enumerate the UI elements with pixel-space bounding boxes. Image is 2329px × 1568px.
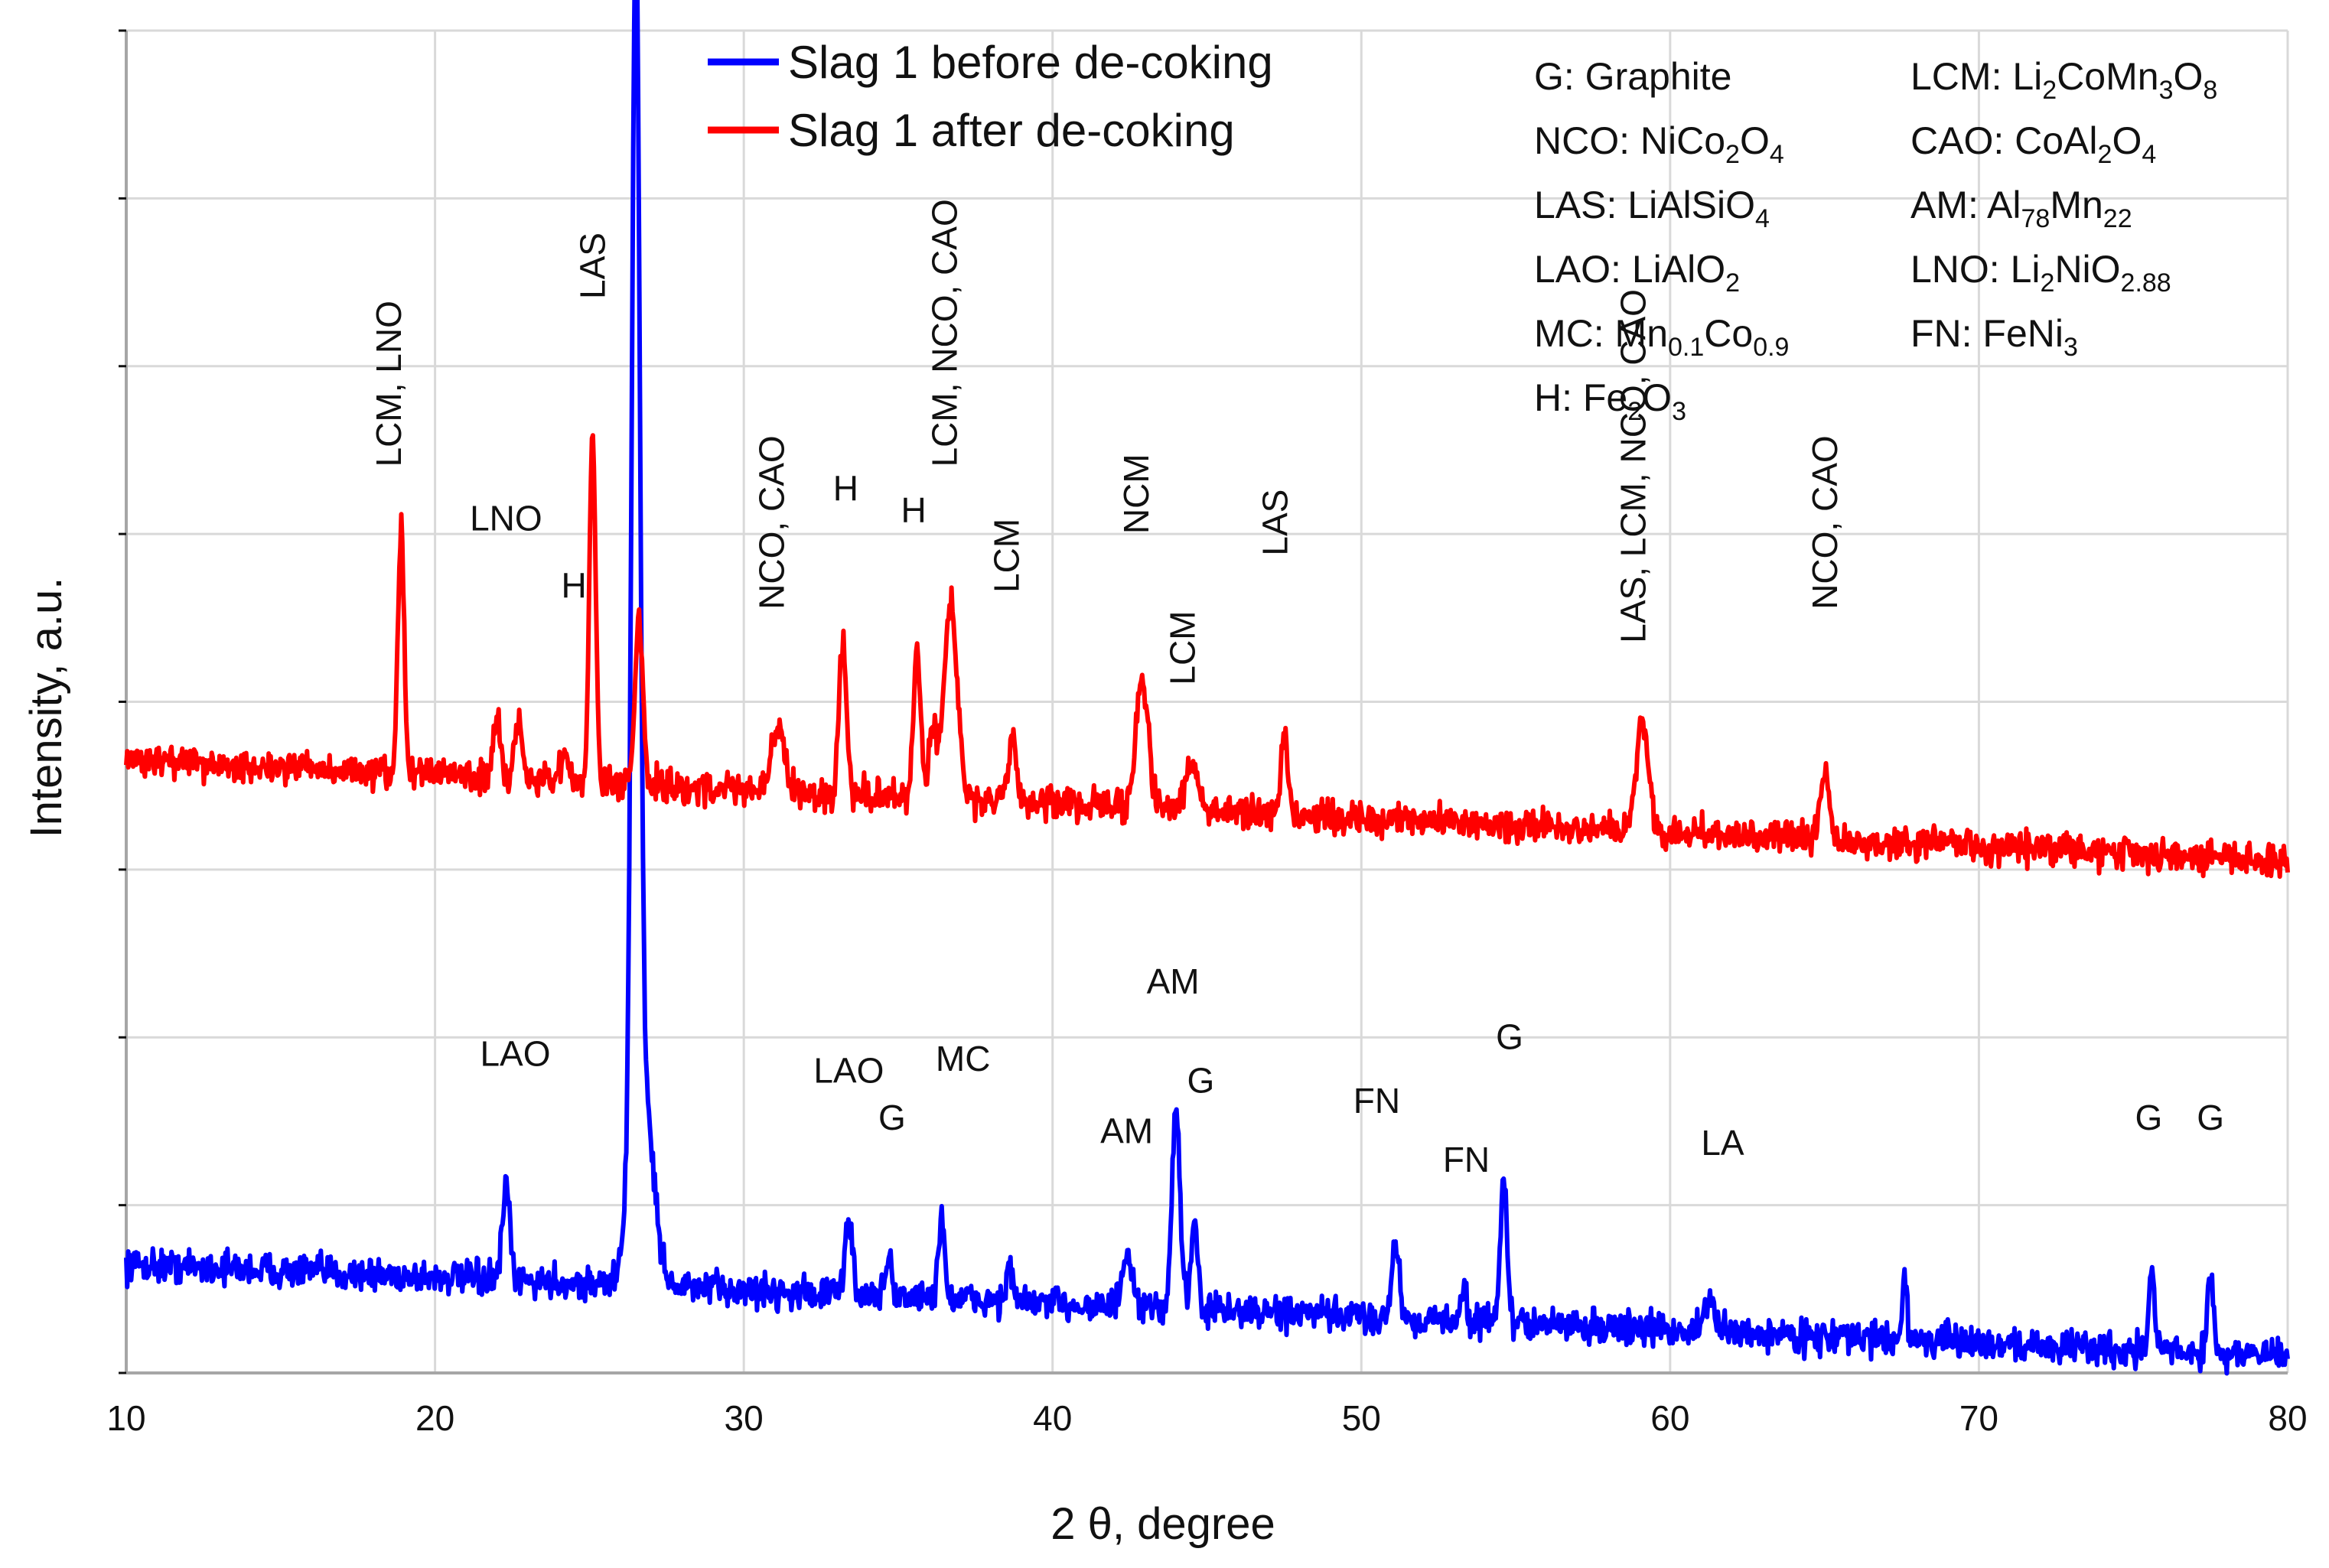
peak-label: H	[833, 468, 858, 508]
peak-label: LCM, NCO, CAO	[925, 199, 965, 467]
phase-key-entry: AM: Al78Mn22	[1910, 184, 2132, 233]
peak-label: G	[2197, 1098, 2224, 1137]
phase-key-entry: LAS: LiAlSiO4	[1534, 184, 1770, 233]
peak-label: G	[2135, 1098, 2163, 1137]
y-axis-title: Intensity, a.u.	[21, 577, 71, 838]
phase-key-entry: G: Graphite	[1534, 55, 1731, 98]
peak-label: FN	[1443, 1140, 1490, 1179]
peak-label: LNO	[470, 499, 542, 538]
series-line-before	[124, 0, 2290, 1376]
peak-label: NCO, CAO	[1805, 435, 1845, 609]
series-line-after	[124, 433, 2290, 879]
x-tick-label: 20	[415, 1398, 454, 1438]
legend-label-before: Slag 1 before de-coking	[788, 37, 1273, 88]
peak-label: H	[901, 490, 926, 530]
peak-label: LAS	[573, 233, 613, 299]
x-axis-title: 2 θ, degree	[1050, 1499, 1275, 1549]
peak-label: AM	[1100, 1111, 1153, 1150]
peak-label: LCM, LNO	[369, 301, 409, 467]
x-tick-label: 50	[1342, 1398, 1381, 1438]
peak-label: LAO	[480, 1034, 550, 1074]
x-tick-label: 70	[1959, 1398, 1998, 1438]
phase-key-entry: NCO: NiCo2O4	[1534, 119, 1784, 169]
phase-key-entry: H: Fe2O3	[1534, 376, 1686, 426]
peak-labels: LCM, LNO LNO H LAS G NCO, CAO H H LCM, NCO, CAO L…	[369, 199, 2224, 1179]
peak-label: LA	[1701, 1123, 1744, 1163]
x-tick-label: 30	[725, 1398, 764, 1438]
legend: Slag 1 before de-coking Slag 1 after de-…	[708, 37, 1273, 156]
x-tick-label: 40	[1033, 1398, 1072, 1438]
peak-label: AM	[1147, 961, 1200, 1001]
peak-label: G	[1496, 1017, 1523, 1057]
peak-label: LAO	[813, 1050, 884, 1090]
phase-key-entry: CAO: CoAl2O4	[1910, 119, 2156, 169]
peak-label: MC	[936, 1039, 991, 1078]
peak-label: G	[1187, 1061, 1215, 1101]
peak-label: FN	[1353, 1081, 1400, 1121]
phase-key-entry: FN: FeNi3	[1910, 312, 2078, 362]
peak-label: LAS	[1255, 490, 1295, 556]
legend-label-after: Slag 1 after de-coking	[788, 105, 1235, 156]
phase-key-entry: LNO: Li2NiO2.88	[1910, 248, 2171, 298]
peak-label: LCM	[1162, 610, 1202, 685]
series-layer	[124, 0, 2290, 1376]
phase-key-entry: LAO: LiAlO2	[1534, 248, 1740, 298]
phase-key-entry: MC: Mn0.1Co0.9	[1534, 312, 1789, 362]
peak-label: LCM	[986, 519, 1026, 593]
phase-key: G: Graphite NCO: NiCo2O4 LAS: LiAlSiO4 LAO:…	[1534, 55, 2217, 426]
phase-key-entry: LCM: Li2CoMn3O8	[1910, 55, 2217, 105]
peak-label: LAS, LCM, NCO, CAO	[1614, 289, 1653, 643]
x-tick-label: 80	[2268, 1398, 2307, 1438]
peak-label: NCO, CAO	[752, 435, 792, 609]
x-tick-label: 60	[1650, 1398, 1689, 1438]
x-tick-label: 10	[106, 1398, 145, 1438]
peak-label: NCM	[1116, 454, 1156, 534]
axes: 10 20 30 40 50 60 70 80	[106, 29, 2308, 1438]
peak-label: G	[878, 1098, 906, 1137]
peak-label: H	[562, 565, 587, 605]
